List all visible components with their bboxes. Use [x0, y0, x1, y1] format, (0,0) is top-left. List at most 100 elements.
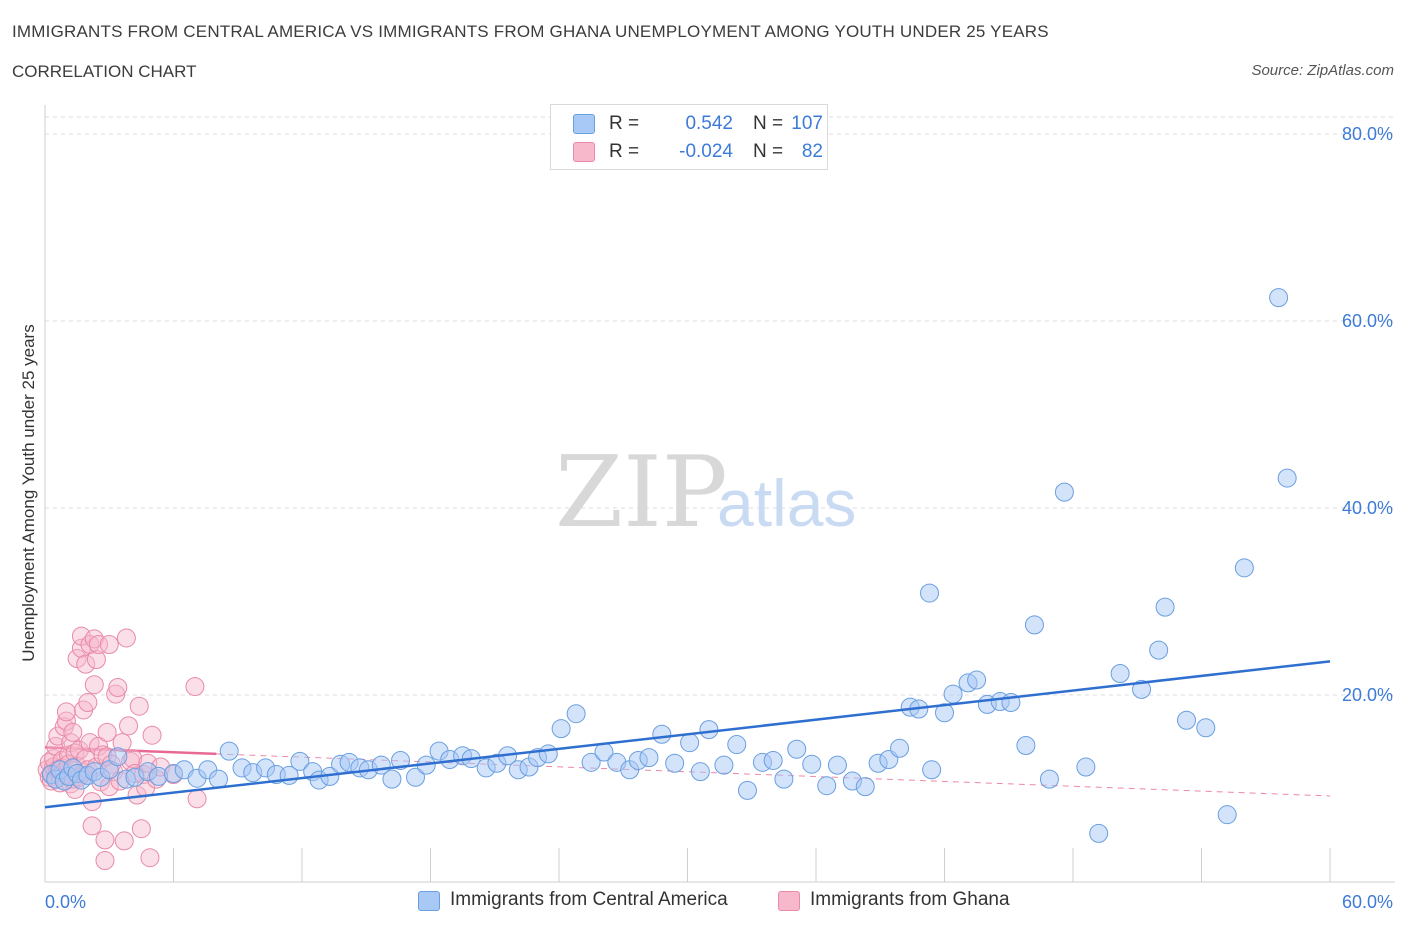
central-america-point — [1277, 468, 1297, 488]
ghana-point — [78, 692, 98, 712]
central-america-point — [1054, 482, 1074, 502]
central-america-point — [699, 720, 719, 740]
legend-n-label: N = — [753, 141, 784, 162]
ghana-point — [99, 635, 119, 655]
central-america-point — [1024, 615, 1044, 635]
central-america-point — [943, 684, 963, 704]
central-america-point — [581, 752, 601, 772]
legend-n-label: N = — [753, 113, 784, 134]
ghana-point — [119, 716, 139, 736]
central-america-point — [922, 760, 942, 780]
central-america-point — [1196, 718, 1216, 738]
legend-r-label: R = — [609, 141, 640, 162]
legend-n-value: 107 — [791, 113, 823, 134]
ghana-point — [116, 628, 136, 648]
grid-lines — [45, 116, 1395, 696]
ghana-point — [95, 830, 115, 850]
ghana-point — [142, 725, 162, 745]
ghana-trendline-dashed — [216, 753, 1331, 797]
central-america-point — [714, 755, 734, 775]
ghana-point — [108, 678, 128, 698]
ghana-point — [63, 722, 83, 742]
legend-n-value: 82 — [801, 141, 823, 162]
central-america-point — [827, 755, 847, 775]
ghana-point — [56, 702, 76, 722]
central-america-point — [1076, 757, 1096, 777]
central-america-trendline — [44, 660, 1331, 809]
ghana-point — [129, 696, 149, 716]
central-america-point — [219, 741, 239, 761]
y-axis-label: Unemployment Among Youth under 25 years — [19, 324, 38, 661]
ghana-point — [89, 635, 109, 655]
central-america-point — [639, 748, 659, 768]
central-america-point — [382, 769, 402, 789]
legend-r-value: -0.024 — [679, 141, 733, 162]
central-america-point — [920, 583, 940, 603]
central-america-point — [1089, 823, 1109, 843]
central-america-point — [1132, 679, 1152, 699]
central-america-point — [690, 762, 710, 782]
legend-swatch-pink — [573, 142, 595, 162]
ghana-point — [84, 675, 104, 695]
ghana-point — [131, 819, 151, 839]
axes — [44, 105, 1395, 883]
central-america-point — [566, 704, 586, 724]
central-america-point — [774, 769, 794, 789]
central-america-trendline-line — [44, 660, 1331, 809]
central-america-point — [1177, 710, 1197, 730]
central-america-point — [763, 750, 783, 770]
central-america-point — [890, 738, 910, 758]
y-tick-label: 80.0% — [1342, 124, 1393, 144]
central-america-point — [727, 735, 747, 755]
y-tick-label: 20.0% — [1342, 685, 1393, 705]
bottom-legend-label: Immigrants from Ghana — [810, 889, 1010, 910]
legend-r-value: 0.542 — [685, 113, 733, 134]
central-america-point — [406, 767, 426, 787]
central-america-point — [391, 750, 411, 770]
central-america-point — [290, 751, 310, 771]
central-america-point — [1155, 597, 1175, 617]
central-america-point — [787, 739, 807, 759]
central-america-point — [108, 747, 128, 767]
central-america-points — [41, 288, 1297, 843]
tick-labels: 20.0% 40.0% 60.0% 80.0% 0.0% 60.0% — [45, 124, 1393, 912]
ghana-point — [97, 722, 117, 742]
central-america-point — [1269, 288, 1289, 308]
ghana-trendline-solid — [44, 746, 217, 756]
central-america-point — [817, 776, 837, 796]
ghana-point — [140, 848, 160, 868]
x-tick-label: 0.0% — [45, 892, 86, 912]
ghana-point — [82, 816, 102, 836]
central-america-point — [802, 754, 822, 774]
central-america-point — [208, 769, 228, 789]
central-america-point — [551, 719, 571, 739]
central-america-point — [1039, 769, 1059, 789]
ghana-point — [185, 677, 205, 697]
ghana-trendlines — [44, 746, 1331, 797]
bottom-legend-label: Immigrants from Central America — [450, 889, 728, 910]
bottom-legend-swatch-blue — [418, 891, 440, 911]
central-america-point — [737, 780, 757, 800]
ghana-point — [86, 649, 106, 669]
y-tick-label: 40.0% — [1342, 498, 1393, 518]
legend-r-label: R = — [609, 113, 640, 134]
legend-swatch-blue — [573, 114, 595, 134]
watermark: ZIP atlas — [555, 436, 856, 550]
central-america-point — [665, 753, 685, 773]
ghana-point — [95, 850, 115, 870]
y-tick-label: 60.0% — [1342, 311, 1393, 331]
central-america-point — [935, 703, 954, 723]
chart-subtitle: CORRELATION CHART — [12, 62, 197, 81]
correlation-legend: R = 0.542 N = 107 R = -0.024 N = 82 — [550, 104, 828, 170]
central-america-point — [855, 777, 875, 797]
central-america-point — [680, 733, 700, 753]
chart-title: IMMIGRANTS FROM CENTRAL AMERICA VS IMMIG… — [12, 22, 1049, 41]
watermark-atlas: atlas — [717, 466, 856, 540]
ghana-point — [114, 831, 134, 851]
central-america-point — [1110, 663, 1130, 683]
central-america-point — [1016, 735, 1036, 755]
ghana-point — [76, 654, 96, 674]
central-america-point — [1234, 558, 1254, 578]
central-america-point — [652, 724, 672, 744]
